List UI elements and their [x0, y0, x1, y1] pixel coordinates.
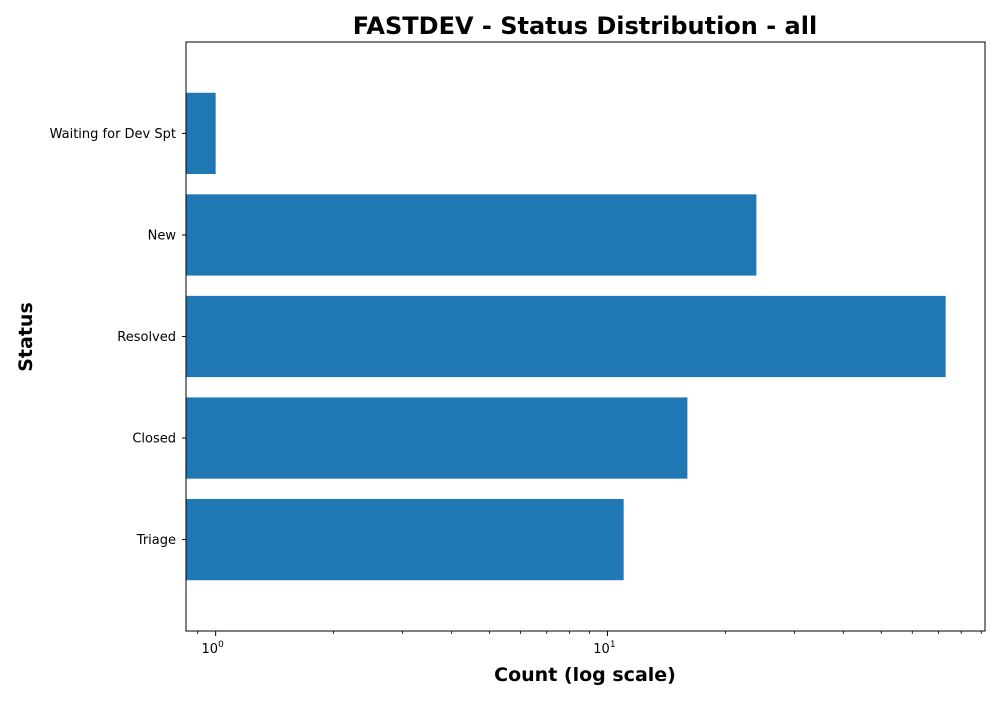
bar-resolved: [186, 295, 946, 378]
y-tick-label: Waiting for Dev Spt: [50, 127, 176, 142]
bar-closed: [186, 397, 688, 479]
x-tick-label: 101: [593, 640, 615, 657]
x-axis-label: Count (log scale): [494, 664, 676, 686]
x-axis-ticks: 100 101: [197, 631, 982, 657]
y-tick-label: New: [148, 228, 177, 243]
bar-waiting-for-dev-spt: [186, 92, 216, 175]
y-axis-label: Status: [15, 302, 37, 372]
x-tick-label: 100: [202, 640, 225, 657]
bars-layer: [186, 92, 946, 581]
y-tick-label: Resolved: [117, 330, 176, 345]
bar-new: [186, 194, 757, 276]
bar-triage: [186, 498, 624, 581]
y-axis-ticks: Waiting for Dev Spt New Resolved Closed Tria…: [50, 127, 186, 548]
chart-title: FASTDEV - Status Distribution - all: [353, 12, 817, 40]
y-tick-label: Closed: [132, 432, 176, 447]
y-tick-label: Triage: [136, 533, 176, 548]
